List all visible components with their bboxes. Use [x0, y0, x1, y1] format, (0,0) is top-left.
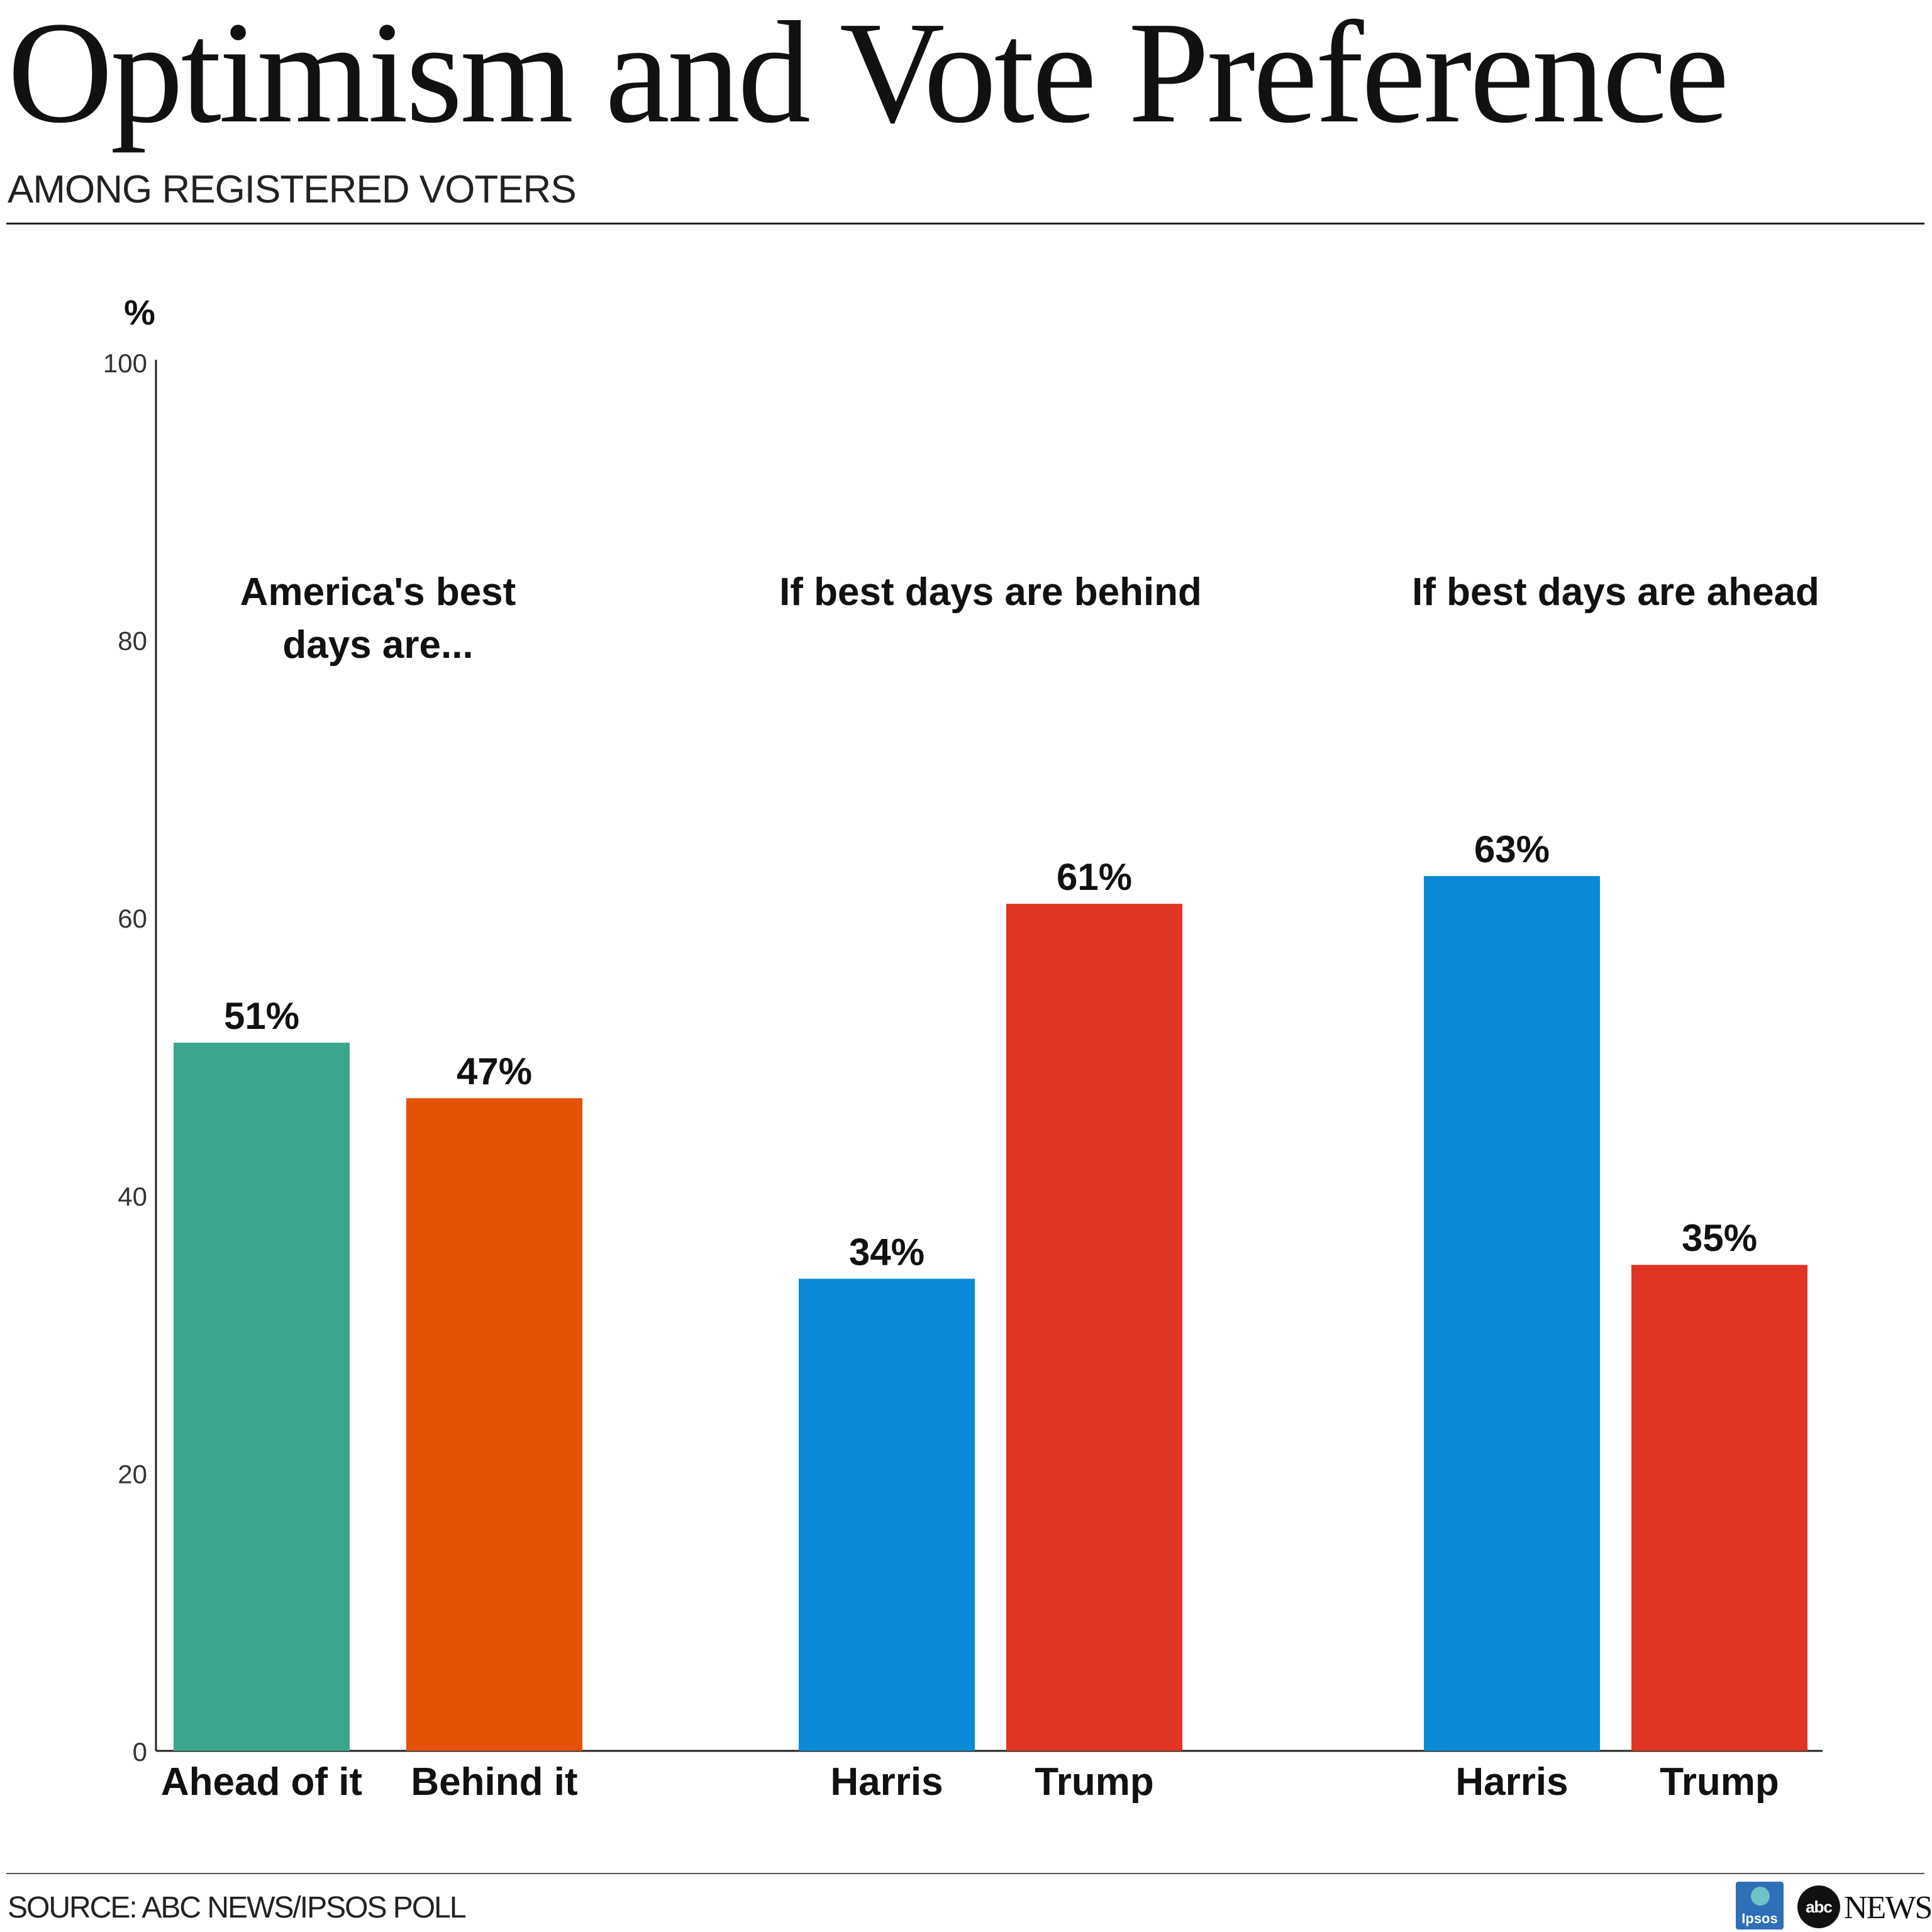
y-tick-label: 20 — [118, 1459, 147, 1489]
y-tick-label: 0 — [133, 1737, 147, 1767]
y-tick-label: 80 — [118, 626, 147, 656]
bar — [1424, 875, 1600, 1751]
bar — [174, 1042, 350, 1751]
data-label: 35% — [1682, 1217, 1757, 1259]
group-title: If best days are behind — [779, 570, 1202, 614]
group-title: America's best — [240, 570, 516, 614]
y-tick-label: 60 — [118, 904, 147, 933]
category-label: Ahead of it — [161, 1760, 362, 1804]
chart-title: Optimism and Vote Preference — [8, 0, 1729, 153]
y-tick-label: 40 — [118, 1182, 147, 1211]
chart-subtitle: AMONG REGISTERED VOTERS — [8, 168, 577, 211]
top-divider — [6, 223, 1924, 225]
bar — [799, 1279, 975, 1751]
ipsos-logo-mark — [1751, 1887, 1770, 1906]
group-title: If best days are ahead — [1412, 570, 1819, 614]
source-note: SOURCE: ABC NEWS/IPSOS POLL — [8, 1891, 467, 1924]
category-label: Harris — [830, 1760, 943, 1804]
data-label: 47% — [457, 1050, 532, 1092]
data-label: 34% — [849, 1231, 924, 1273]
bar — [406, 1098, 582, 1751]
news-logo-text: NEWS — [1844, 1890, 1932, 1926]
abc-logo: abc — [1797, 1885, 1840, 1928]
data-label: 51% — [224, 995, 299, 1037]
data-label: 63% — [1474, 828, 1550, 870]
bar — [1631, 1265, 1807, 1751]
bottom-divider — [6, 1873, 1924, 1874]
category-label: Harris — [1455, 1760, 1568, 1804]
group-title: days are... — [282, 623, 473, 667]
ipsos-logo-text: Ipsos — [1741, 1911, 1778, 1926]
y-tick-label: 100 — [103, 348, 147, 378]
category-label: Trump — [1035, 1760, 1153, 1804]
ipsos-logo: Ipsos — [1736, 1882, 1784, 1929]
data-label: 61% — [1057, 856, 1132, 898]
category-label: Behind it — [411, 1760, 577, 1804]
category-label: Trump — [1660, 1760, 1779, 1804]
bar — [1006, 904, 1182, 1751]
y-axis-label: % — [124, 292, 155, 332]
